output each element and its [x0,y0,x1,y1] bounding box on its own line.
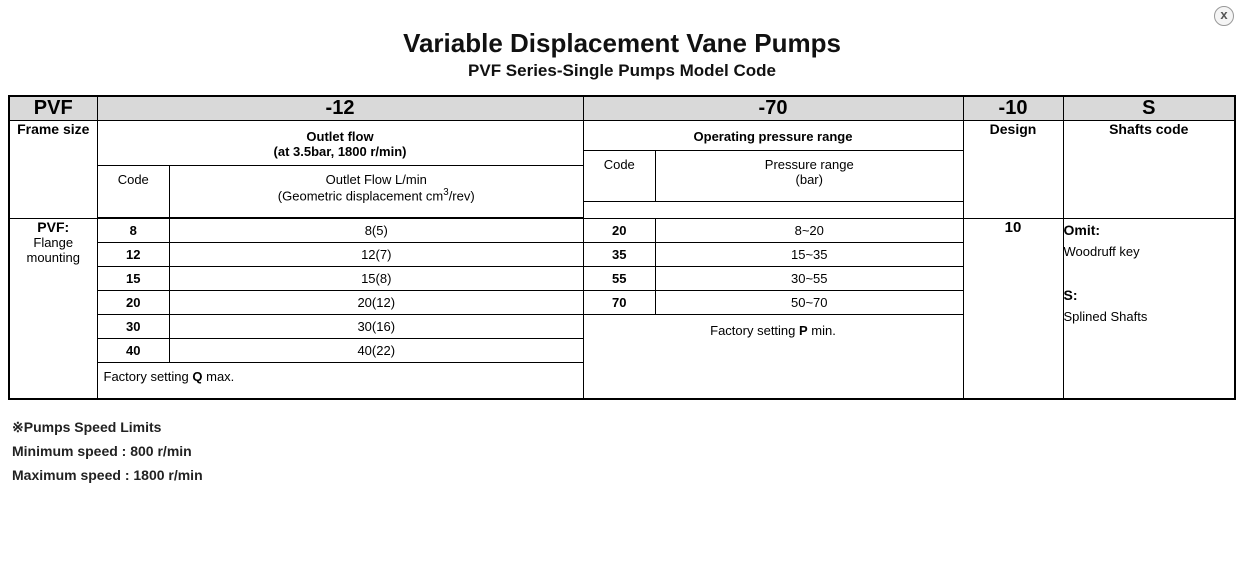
model-code-table: PVF -12 -70 -10 S Frame size Outlet flow… [8,95,1236,400]
shafts-omit-label: Omit: [1064,222,1101,238]
footer-line1: ※Pumps Speed Limits [12,416,1236,440]
footer-line3: Maximum speed : 1800 r/min [12,464,1236,488]
press-note-row: Factory setting P min. [584,315,963,347]
shafts-s-label: S: [1064,287,1078,303]
press-val: 30~55 [656,267,963,291]
pressure-body-cell: 20 8~20 35 15~35 55 30~55 70 50~70 [583,219,963,400]
pressure-header-table: Operating pressure range Code Pressure r… [584,121,963,202]
outlet-flow-body-table: 8 8(5) 12 12(7) 15 15(8) 20 20(12) 30 [98,219,583,390]
shafts-s-desc: Splined Shafts [1064,309,1148,324]
press-code: 55 [584,267,656,291]
outlet-val: 20(12) [170,291,583,315]
table-row: 8 8(5) [98,219,583,243]
press-blank-row [584,346,963,398]
outlet-val-hdr-l1: Outlet Flow L/min [326,172,427,187]
table-row: 20 20(12) [98,291,583,315]
outlet-note: Factory setting Q max. [98,363,583,391]
press-val-hdr-l1: Pressure range [765,157,854,172]
frame-body: PVF: Flange mounting [9,219,97,400]
pressure-body-table: 20 8~20 35 15~35 55 30~55 70 50~70 [584,219,963,398]
outlet-val-hdr: Outlet Flow L/min (Geometric displacemen… [170,166,583,218]
press-code: 35 [584,243,656,267]
hdr-s: S [1063,96,1235,121]
shafts-omit-desc: Woodruff key [1064,244,1140,259]
design-value: 10 [963,219,1063,400]
close-icon[interactable]: x [1214,6,1234,26]
press-val: 15~35 [656,243,963,267]
press-note-c: min. [808,323,836,338]
hdr-70: -70 [583,96,963,121]
outlet-code: 15 [98,267,170,291]
table-row: 12 12(7) [98,243,583,267]
footer-notes: ※Pumps Speed Limits Minimum speed : 800 … [8,416,1236,487]
outlet-val-hdr-l2b: /rev) [449,188,475,203]
outlet-val: 8(5) [170,219,583,243]
title-block: Variable Displacement Vane Pumps PVF Ser… [8,4,1236,87]
press-val: 8~20 [656,219,963,243]
table-row: 55 30~55 [584,267,963,291]
pressure-title: Operating pressure range [584,121,963,151]
press-code: 20 [584,219,656,243]
outlet-val: 15(8) [170,267,583,291]
hdr-10: -10 [963,96,1063,121]
pressure-header-cell: Operating pressure range Code Pressure r… [583,121,963,219]
outlet-val: 30(16) [170,315,583,339]
outlet-flow-body-cell: 8 8(5) 12 12(7) 15 15(8) 20 20(12) 30 [97,219,583,400]
outlet-val: 40(22) [170,339,583,363]
outlet-note-c: max. [203,369,235,384]
press-code-hdr: Code [584,151,656,202]
outlet-code: 30 [98,315,170,339]
press-val-hdr: Pressure range (bar) [656,151,963,202]
subheader-row: Frame size Outlet flow (at 3.5bar, 1800 … [9,121,1235,219]
hdr-pvf: PVF [9,96,97,121]
outlet-flow-sub: (at 3.5bar, 1800 r/min) [274,144,407,159]
press-note: Factory setting P min. [584,315,963,347]
outlet-flow-title-text: Outlet flow [306,129,373,144]
outlet-flow-title: Outlet flow (at 3.5bar, 1800 r/min) [98,121,583,166]
outlet-val: 12(7) [170,243,583,267]
outlet-code: 12 [98,243,170,267]
outlet-code: 8 [98,219,170,243]
outlet-flow-header-table: Outlet flow (at 3.5bar, 1800 r/min) Code… [98,121,583,218]
shafts-body: Omit: Woodruff key S: Splined Shafts [1063,219,1235,400]
outlet-note-a: Factory setting [104,369,193,384]
outlet-note-row: Factory setting Q max. [98,363,583,391]
frame-desc: Flange mounting [27,235,80,265]
frame-size-text: Frame size [17,121,89,137]
page-title: Variable Displacement Vane Pumps [8,28,1236,59]
table-row: 35 15~35 [584,243,963,267]
press-val-hdr-l2: (bar) [796,172,823,187]
outlet-code-hdr: Code [98,166,170,218]
table-row: 70 50~70 [584,291,963,315]
hdr-12: -12 [97,96,583,121]
table-row: 30 30(16) [98,315,583,339]
table-row: 40 40(22) [98,339,583,363]
press-note-b: P [799,323,808,338]
outlet-code: 20 [98,291,170,315]
design-label: Design [963,121,1063,219]
table-row: 20 8~20 [584,219,963,243]
table-row: 15 15(8) [98,267,583,291]
page-subtitle: PVF Series-Single Pumps Model Code [8,61,1236,81]
outlet-code: 40 [98,339,170,363]
press-note-a: Factory setting [710,323,799,338]
frame-size-label: Frame size [9,121,97,219]
frame-pvf-label: PVF: [37,219,69,235]
header-row: PVF -12 -70 -10 S [9,96,1235,121]
outlet-flow-header-cell: Outlet flow (at 3.5bar, 1800 r/min) Code… [97,121,583,219]
body-row: PVF: Flange mounting 8 8(5) 12 12(7) 15 … [9,219,1235,400]
outlet-val-hdr-l2a: (Geometric displacement cm [278,188,443,203]
press-code: 70 [584,291,656,315]
outlet-note-b: Q [192,369,202,384]
footer-line2: Minimum speed : 800 r/min [12,440,1236,464]
shafts-label: Shafts code [1063,121,1235,219]
press-val: 50~70 [656,291,963,315]
